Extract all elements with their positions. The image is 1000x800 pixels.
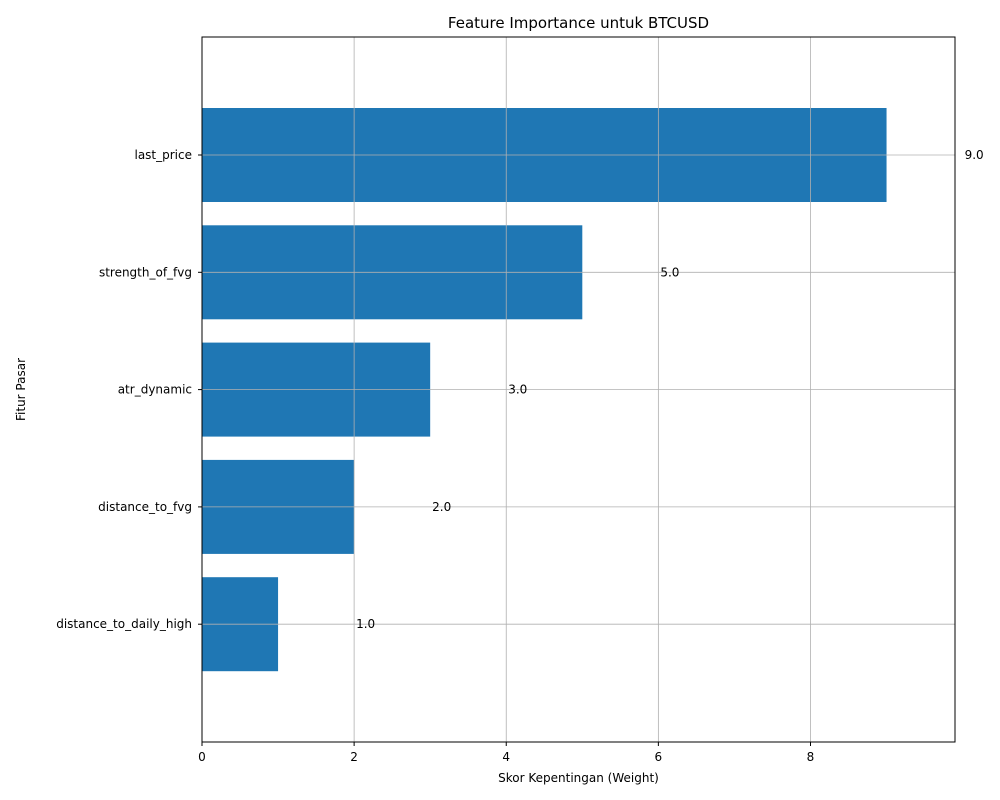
y-axis-label: Fitur Pasar [14,358,28,421]
x-tick-label: 8 [807,750,815,764]
y-tick-label-distance_to_fvg: distance_to_fvg [98,500,192,514]
y-tick-label-atr_dynamic: atr_dynamic [118,383,192,397]
data-label-distance_to_fvg: 2.0 [432,500,451,514]
y-tick-label-last_price: last_price [134,148,192,162]
data-label-distance_to_daily_high: 1.0 [356,617,375,631]
x-tick-label: 2 [350,750,358,764]
data-label-atr_dynamic: 3.0 [508,383,527,397]
x-axis-ticks: 0 2 4 6 8 [198,742,814,764]
data-label-last_price: 9.0 [965,148,984,162]
y-tick-label-distance_to_daily_high: distance_to_daily_high [56,617,192,631]
y-tick-label-strength_of_fvg: strength_of_fvg [99,265,192,279]
data-label-strength_of_fvg: 5.0 [660,265,679,279]
data-labels: 9.0 5.0 3.0 2.0 1.0 [356,148,984,631]
x-tick-label: 4 [502,750,510,764]
y-axis-ticks: last_price strength_of_fvg atr_dynamicdist… [56,148,202,631]
chart-title: Feature Importance untuk BTCUSD [448,14,709,32]
x-tick-label: 6 [655,750,663,764]
x-axis-label: Skor Kepentingan (Weight) [498,771,659,785]
x-tick-label: 0 [198,750,206,764]
